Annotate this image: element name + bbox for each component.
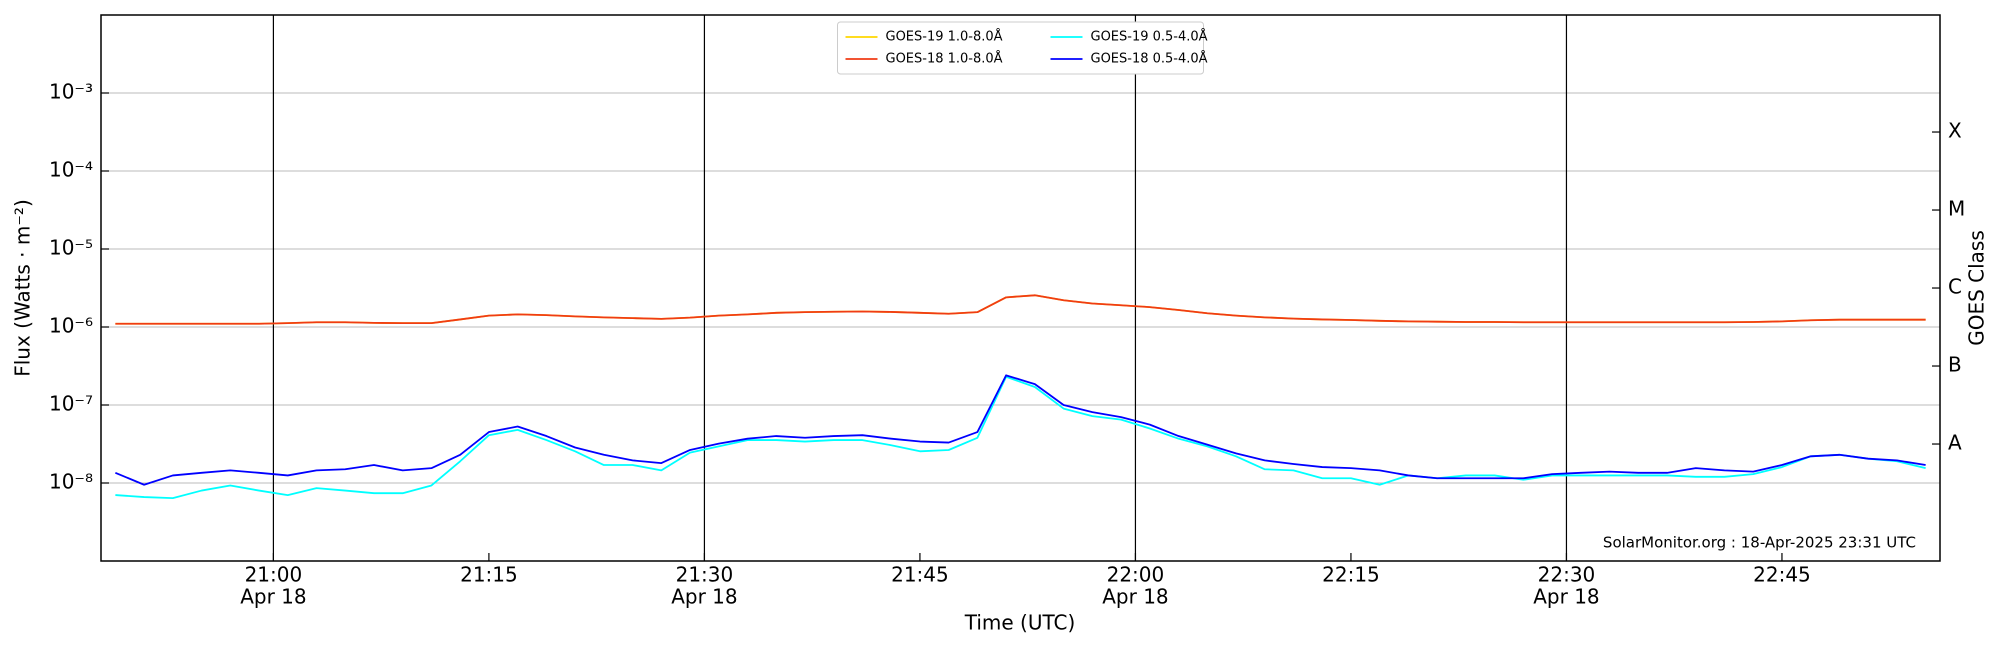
annotation: SolarMonitor.org : 18-Apr-2025 23:31 UTC: [1603, 534, 1916, 552]
x-tick-label: 22:45: [1753, 563, 1811, 587]
y2-tick-label: C: [1948, 275, 1962, 299]
x-axis-label: Time (UTC): [964, 611, 1076, 635]
series-line: [115, 294, 1926, 325]
y-tick-label: 10⁻⁴: [49, 158, 93, 182]
plot-frame: [100, 14, 1941, 562]
x-tick-sublabel: Apr 18: [240, 585, 306, 609]
x-tick-sublabel: Apr 18: [1102, 585, 1168, 609]
legend-label: GOES-19 1.0-8.0Å: [886, 29, 1003, 45]
series-line: [115, 375, 1926, 500]
y-tick-label: 10⁻³: [49, 80, 93, 104]
y-tick-label: 10⁻⁵: [49, 236, 93, 260]
legend-box: [837, 21, 1204, 75]
y2-tick-label: X: [1948, 119, 1962, 143]
series-line: [115, 374, 1926, 486]
y-axis-label: Flux (Watts · m⁻²): [11, 199, 35, 377]
y2-tick-label: M: [1948, 197, 1965, 221]
y-tick-label: 10⁻⁶: [49, 314, 93, 338]
x-tick-label: 21:45: [891, 563, 949, 587]
series-line: [115, 294, 1926, 325]
x-tick-label: 22:30: [1538, 563, 1596, 587]
legend-label: GOES-19 0.5-4.0Å: [1091, 29, 1208, 45]
y-tick-label: 10⁻⁷: [49, 392, 93, 416]
x-tick-sublabel: Apr 18: [671, 585, 737, 609]
x-tick-label: 21:15: [460, 563, 518, 587]
y2-tick-label: A: [1948, 431, 1962, 455]
legend-label: GOES-18 1.0-8.0Å: [886, 51, 1003, 67]
y-tick-label: 10⁻⁸: [49, 470, 93, 494]
x-tick-label: 22:15: [1322, 563, 1380, 587]
legend-label: GOES-18 0.5-4.0Å: [1091, 51, 1208, 67]
x-tick-label: 22:00: [1107, 563, 1165, 587]
y2-axis-label: GOES Class: [1965, 230, 1989, 346]
x-tick-label: 21:00: [245, 563, 303, 587]
y2-tick-label: B: [1948, 353, 1962, 377]
x-tick-label: 21:30: [676, 563, 734, 587]
x-tick-sublabel: Apr 18: [1533, 585, 1599, 609]
